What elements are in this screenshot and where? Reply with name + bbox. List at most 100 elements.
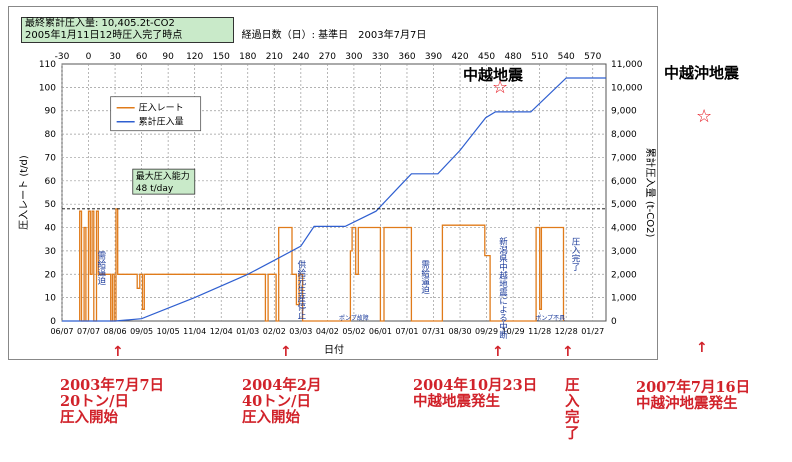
- small-note-pump2: ポンプ不具: [535, 314, 565, 322]
- bottom-tick-label: 08/30: [449, 327, 472, 336]
- arrow-2003-start: ↑: [112, 344, 124, 360]
- arrow-chuetsuoki: ↑: [696, 340, 708, 356]
- bottom-tick-label: 04/02: [316, 327, 339, 336]
- top-tick-label: 180: [239, 52, 256, 62]
- vertical-note: 需給逼迫: [420, 260, 430, 295]
- vertical-note: 需給逼迫: [96, 251, 106, 286]
- top-tick-label: 390: [425, 52, 442, 62]
- right-tick-label: 4,000: [611, 224, 637, 234]
- legend-label-rate: 圧入レート: [139, 103, 184, 114]
- top-tick-label: 240: [292, 52, 309, 62]
- top-tick-label: 30: [109, 52, 121, 62]
- annotation-2004-date: 2004年2月: [242, 377, 322, 394]
- chuetsu-star-icon: ☆: [492, 77, 509, 98]
- right-tick-label: 6,000: [611, 177, 637, 187]
- right-tick-label: 3,000: [611, 247, 637, 257]
- bottom-tick-label: 07/07: [77, 327, 100, 336]
- annotation-complete-c2: 入: [565, 393, 580, 410]
- top-tick-label: 60: [136, 52, 148, 62]
- bottom-tick-label: 12/28: [555, 327, 578, 336]
- info-line-2: 2005年1月11日12時圧入完了時点: [25, 30, 183, 41]
- annotation-chuetsuoki-date: 2007年7月16日: [636, 379, 751, 396]
- annotation-2004-rate: 40トン/日: [242, 393, 311, 410]
- left-tick-label: 90: [45, 107, 57, 117]
- top-tick-label: 270: [319, 52, 336, 62]
- bottom-tick-label: 10/29: [502, 327, 525, 336]
- annotation-complete: 圧 入 完 了: [565, 378, 580, 442]
- left-tick-label: 80: [45, 130, 57, 140]
- left-tick-label: 50: [45, 200, 57, 210]
- annotation-chuetsuoki-event: 中越沖地震発生: [636, 395, 738, 412]
- right-tick-label: 0: [611, 317, 617, 327]
- top-tick-label: 420: [451, 52, 468, 62]
- left-tick-label: 70: [45, 153, 57, 163]
- bottom-tick-label: 01/27: [581, 327, 604, 336]
- chuetsuoki-star-icon: ☆: [696, 106, 713, 127]
- arrow-chuetsu: ↑: [492, 344, 504, 360]
- top-tick-label: 480: [505, 52, 522, 62]
- bottom-tick-label: 02/02: [263, 327, 286, 336]
- left-tick-label: 60: [45, 177, 57, 187]
- annotation-chuetsuoki: 2007年7月16日 中越沖地震発生: [636, 380, 750, 412]
- top-tick-label: 90: [162, 52, 174, 62]
- vertical-note: 圧入完了: [570, 237, 580, 271]
- right-tick-label: 7,000: [611, 153, 637, 163]
- left-tick-label: 0: [50, 317, 56, 327]
- bottom-tick-label: 07/31: [422, 327, 445, 336]
- top-tick-label: 450: [478, 52, 495, 62]
- annotation-chuetsu: 2004年10月23日 中越地震発生: [413, 378, 537, 410]
- top-tick-label: 150: [213, 52, 230, 62]
- bottom-tick-label: 01/03: [236, 327, 259, 336]
- left-tick-label: 30: [45, 247, 57, 257]
- series-line-cumulative: [62, 77, 606, 322]
- top-tick-label: -30: [55, 52, 70, 62]
- top-tick-label: 0: [86, 52, 92, 62]
- bottom-tick-label: 10/05: [157, 327, 180, 336]
- left-tick-label: 110: [39, 60, 56, 70]
- bottom-tick-label: 03/03: [289, 327, 312, 336]
- right-tick-label: 9,000: [611, 107, 637, 117]
- small-note-pump: ポンプ故障: [339, 314, 369, 322]
- chart: 0 10 20 30 40 50 60 70 80 90 100 110 0 1,000 2,000 3,00…: [19, 28, 657, 356]
- top-tick-label: 360: [398, 52, 415, 62]
- bottom-tick-label: 06/07: [50, 327, 73, 336]
- chuetsuoki-quake-label: 中越沖地震: [664, 64, 740, 82]
- left-tick-label: 10: [45, 294, 57, 304]
- annotation-2003-rate: 20トン/日: [60, 393, 129, 410]
- left-axis-label: 圧入レート (t/d): [19, 155, 30, 230]
- info-box: 最終累計圧入量: 10,405.2t-CO2 2005年1月11日12時圧入完了…: [21, 17, 234, 43]
- right-tick-label: 8,000: [611, 130, 637, 140]
- bottom-tick-label: 09/05: [130, 327, 153, 336]
- bottom-tick-label: 07/01: [395, 327, 418, 336]
- annotation-2004-event: 圧入開始: [242, 409, 300, 426]
- bottom-tick-label: 08/06: [104, 327, 127, 336]
- vertical-note: 供給元生産停止: [296, 260, 306, 320]
- bottom-tick-label: 12/04: [210, 327, 233, 336]
- left-tick-label: 40: [45, 224, 57, 234]
- top-axis-title: 経過日数（日）: 基準日 2003年7月7日: [242, 28, 427, 41]
- legend-box: [110, 96, 202, 132]
- top-tick-label: 330: [372, 52, 389, 62]
- max-capacity-title: 最大圧入能力: [136, 170, 190, 182]
- annotation-complete-c1: 圧: [565, 377, 580, 394]
- top-tick-label: 300: [345, 52, 362, 62]
- annotation-2003-event: 圧入開始: [60, 409, 118, 426]
- arrow-2004-feb: ↑: [280, 344, 292, 360]
- legend-label-cumulative: 累計圧入量: [139, 116, 184, 128]
- bottom-tick-label: 06/01: [369, 327, 392, 336]
- annotation-complete-c3: 完: [565, 409, 580, 426]
- top-tick-label: 510: [531, 52, 548, 62]
- right-tick-label: 5,000: [611, 200, 637, 210]
- annotation-chuetsu-event: 中越地震発生: [413, 393, 500, 410]
- x-axis-label: 日付: [324, 343, 344, 356]
- max-capacity-box: [132, 168, 196, 195]
- bottom-tick-label: 09/29: [475, 327, 498, 336]
- vertical-note: 新潟県中越地震による中断: [498, 236, 508, 340]
- left-tick-label: 20: [45, 270, 57, 280]
- chuetsu-quake-label: 中越地震: [463, 66, 524, 84]
- annotation-chuetsu-date: 2004年10月23日: [413, 377, 538, 394]
- right-tick-label: 1,000: [611, 294, 637, 304]
- arrow-complete: ↑: [562, 344, 574, 360]
- bottom-tick-label: 05/02: [342, 327, 365, 336]
- bottom-tick-label: 11/28: [528, 327, 551, 336]
